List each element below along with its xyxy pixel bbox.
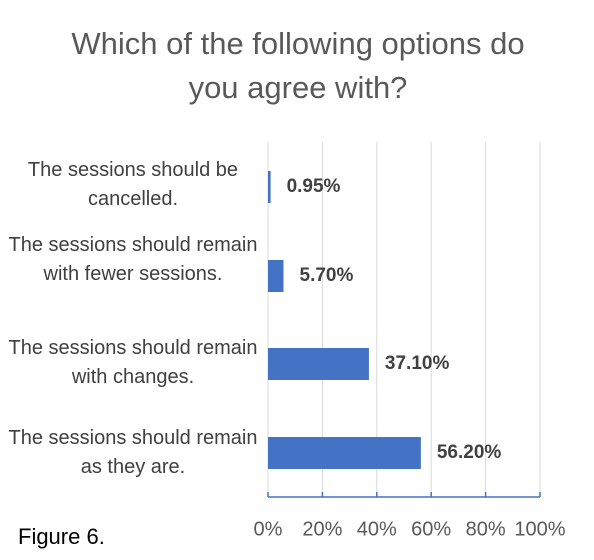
- x-tick-label: 20%: [302, 518, 342, 540]
- value-label: 5.70%: [300, 265, 354, 286]
- figure-caption: Figure 6.: [18, 524, 105, 549]
- category-label: The sessions should remain as they are.: [8, 427, 258, 478]
- category-label: The sessions should be cancelled.: [27, 159, 239, 210]
- x-tick-label: 100%: [514, 518, 565, 540]
- value-label: 0.95%: [287, 176, 341, 197]
- x-tick-label: 40%: [357, 518, 397, 540]
- category-label: The sessions should remain with fewer se…: [8, 234, 258, 285]
- bar: [268, 171, 271, 203]
- bar: [268, 260, 284, 292]
- bar: [268, 437, 421, 469]
- bar: [268, 348, 369, 380]
- category-label: The sessions should remain with changes.: [8, 337, 258, 388]
- chart-title: Which of the following options do you ag…: [71, 26, 525, 105]
- x-tick-label: 80%: [466, 518, 506, 540]
- x-tick-label: 60%: [411, 518, 451, 540]
- value-label: 56.20%: [437, 442, 502, 463]
- x-tick-label: 0%: [254, 518, 283, 540]
- value-label: 37.10%: [385, 353, 450, 374]
